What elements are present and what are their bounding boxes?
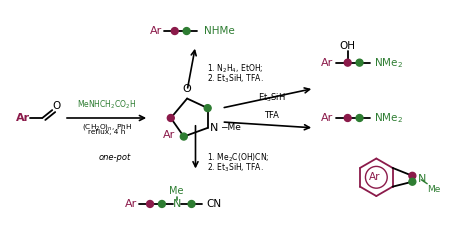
Text: O: O [183, 84, 191, 94]
Text: Ar: Ar [369, 172, 380, 182]
Text: TFA: TFA [264, 111, 279, 120]
Circle shape [188, 200, 195, 208]
Text: NMe$_2$: NMe$_2$ [374, 56, 403, 70]
Text: NHMe: NHMe [204, 26, 235, 36]
Text: Me: Me [170, 186, 184, 196]
Circle shape [146, 200, 154, 208]
Circle shape [409, 172, 416, 179]
Text: −Me: −Me [219, 123, 240, 132]
Text: Et$_3$SiH: Et$_3$SiH [258, 92, 285, 104]
Circle shape [344, 59, 351, 66]
Text: 2. Et$_3$SiH, TFA.: 2. Et$_3$SiH, TFA. [207, 72, 264, 85]
Circle shape [204, 105, 211, 112]
Circle shape [409, 178, 416, 185]
Circle shape [356, 114, 363, 121]
Text: Ar: Ar [163, 130, 175, 140]
Text: CN: CN [206, 199, 221, 209]
Text: one-pot: one-pot [98, 153, 131, 162]
Circle shape [183, 27, 190, 35]
Circle shape [180, 133, 187, 140]
Text: Ar: Ar [321, 113, 333, 123]
Circle shape [171, 27, 178, 35]
Circle shape [167, 114, 174, 121]
Text: 1. N$_2$H$_4$, EtOH;: 1. N$_2$H$_4$, EtOH; [207, 62, 264, 75]
Circle shape [344, 114, 351, 121]
Text: N: N [210, 123, 218, 133]
Text: reflux, 4 h: reflux, 4 h [88, 129, 125, 135]
Text: NMe$_2$: NMe$_2$ [374, 111, 403, 125]
Circle shape [158, 200, 165, 208]
Text: N: N [173, 199, 181, 209]
Text: Ar: Ar [125, 199, 137, 209]
Text: Ar: Ar [16, 113, 30, 123]
Text: 1. Me$_2$C(OH)CN;: 1. Me$_2$C(OH)CN; [207, 151, 270, 164]
Text: OH: OH [340, 41, 356, 51]
Text: (CH$_2$O)$_n$, PhH: (CH$_2$O)$_n$, PhH [82, 122, 132, 132]
Text: N: N [418, 174, 427, 184]
Text: Ar: Ar [321, 58, 333, 68]
Circle shape [356, 59, 363, 66]
Text: O: O [52, 101, 60, 111]
Text: 2. Et$_3$SiH, TFA.: 2. Et$_3$SiH, TFA. [207, 161, 264, 174]
Text: Me: Me [427, 185, 440, 194]
Text: MeNHCH$_2$CO$_2$H: MeNHCH$_2$CO$_2$H [77, 98, 136, 111]
Text: Ar: Ar [150, 26, 162, 36]
